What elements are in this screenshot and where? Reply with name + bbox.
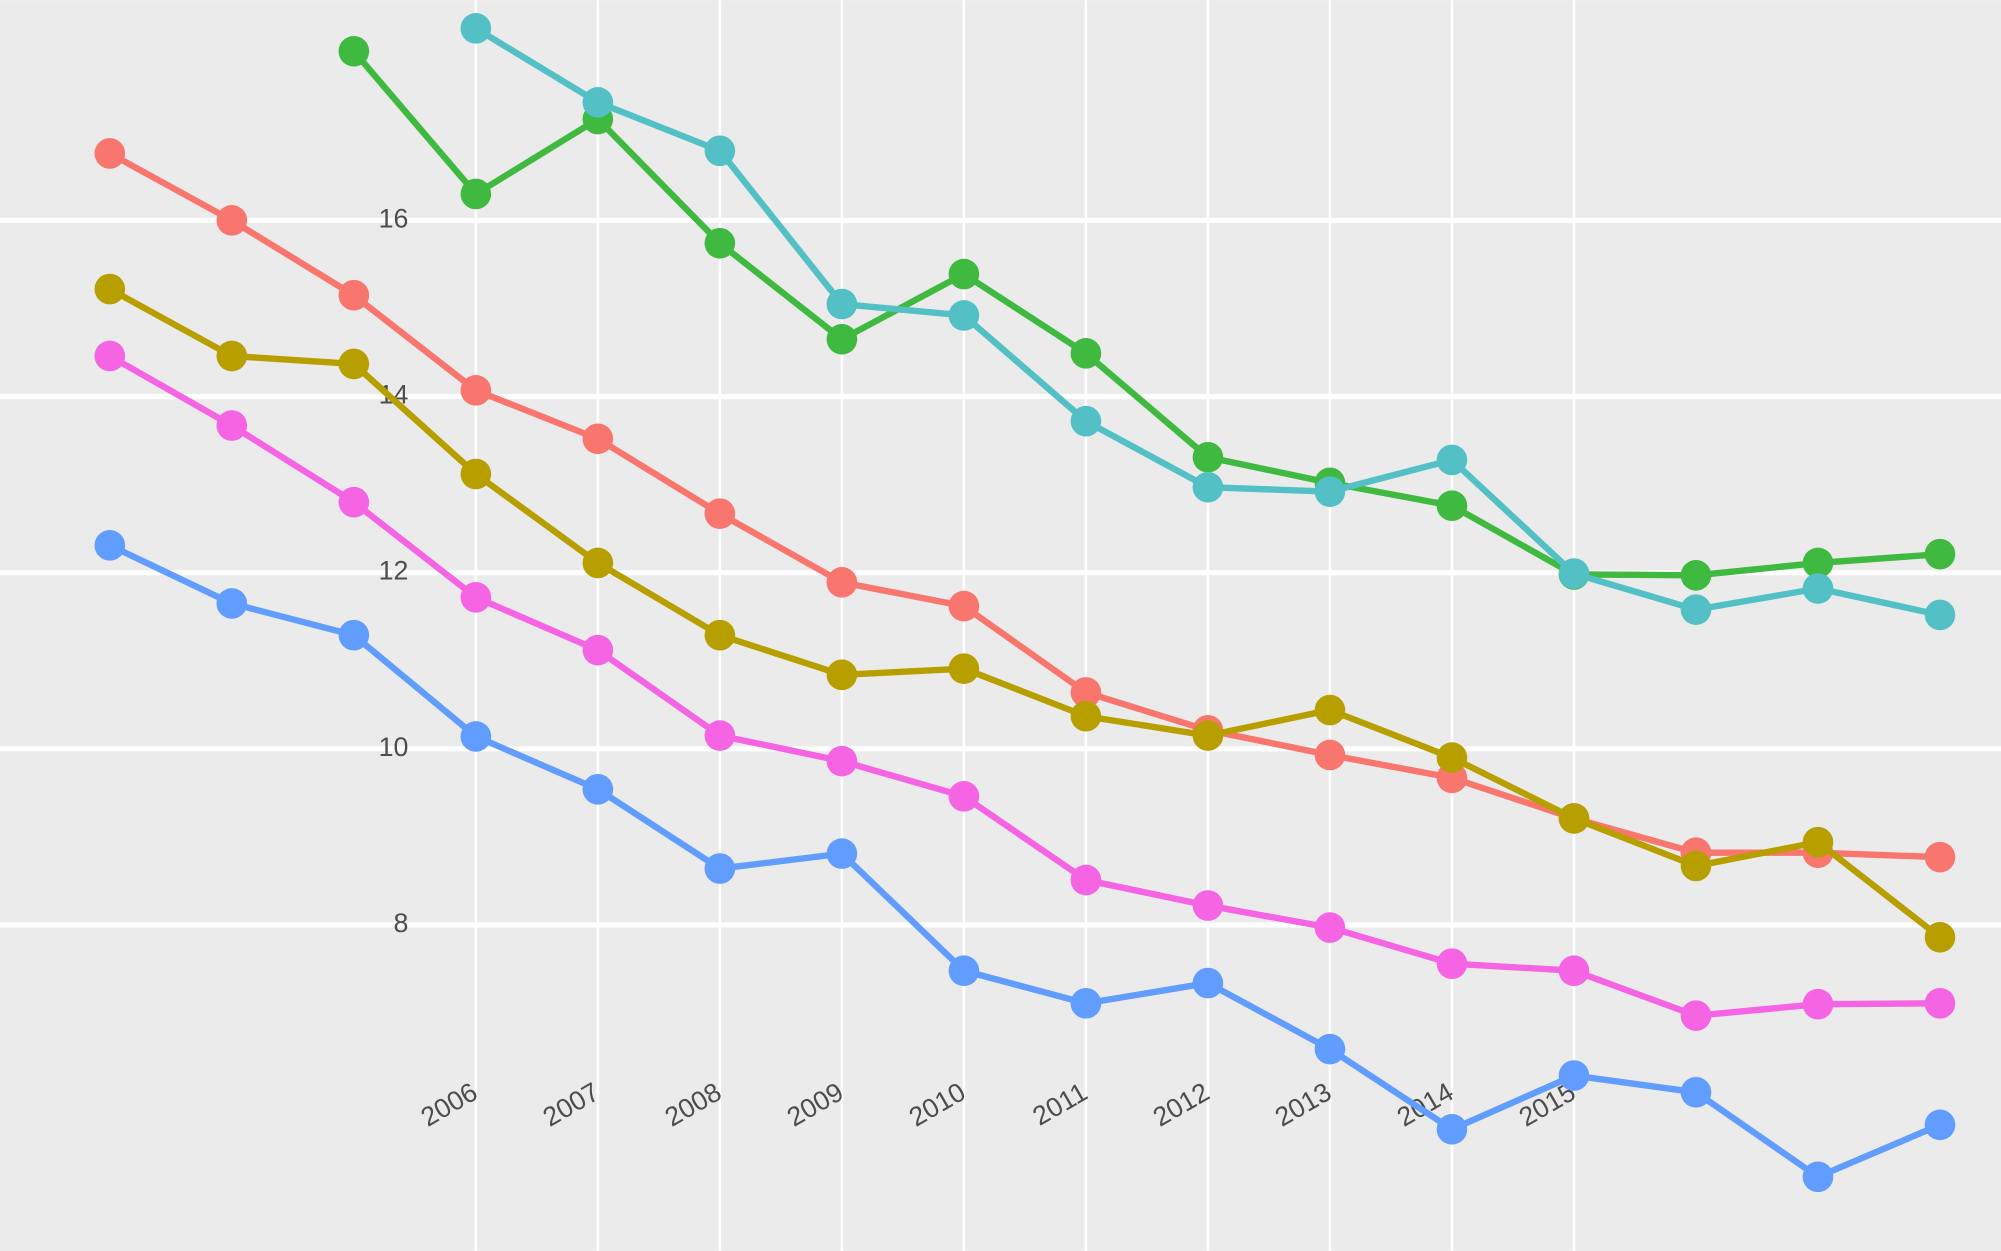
point <box>460 721 492 752</box>
point <box>948 300 980 331</box>
series-line <box>351 49 1941 579</box>
point <box>94 273 126 305</box>
point <box>1924 988 1956 1019</box>
point <box>216 588 248 619</box>
point <box>1192 720 1224 751</box>
point <box>1680 559 1712 591</box>
point <box>1070 405 1102 437</box>
point <box>94 530 126 561</box>
point <box>216 410 248 441</box>
point <box>1558 955 1590 987</box>
point <box>1924 599 1956 631</box>
point <box>1802 1161 1834 1193</box>
point <box>338 486 370 518</box>
point <box>216 340 248 372</box>
series-line <box>108 150 1941 861</box>
point <box>948 590 980 622</box>
point <box>704 720 736 751</box>
point <box>1314 1033 1346 1065</box>
point <box>216 205 248 236</box>
point <box>1192 471 1224 503</box>
y-tick-label: 12 <box>379 556 409 586</box>
point <box>94 138 126 169</box>
point <box>826 567 858 598</box>
y-tick-label: 16 <box>379 203 409 233</box>
point <box>460 13 492 44</box>
point <box>1924 921 1956 953</box>
point <box>1558 803 1590 834</box>
point <box>338 619 370 651</box>
point <box>582 87 614 118</box>
point <box>1314 912 1346 943</box>
point <box>1436 490 1468 522</box>
point <box>1192 441 1224 473</box>
y-tick-label: 8 <box>393 908 408 938</box>
point <box>1680 594 1712 625</box>
point <box>582 774 614 805</box>
point <box>948 781 980 812</box>
point <box>338 279 370 311</box>
point <box>1924 1109 1956 1141</box>
point <box>1680 850 1712 882</box>
point <box>582 547 614 579</box>
point <box>826 659 858 691</box>
point <box>1558 1060 1590 1091</box>
point <box>338 35 370 67</box>
point <box>460 375 492 406</box>
series-line <box>108 353 1941 1019</box>
point <box>1070 677 1102 708</box>
point <box>1314 476 1346 507</box>
series-line <box>108 542 1942 1181</box>
point <box>704 853 736 884</box>
point <box>826 323 858 355</box>
point <box>704 498 736 529</box>
point <box>1924 538 1956 570</box>
point <box>704 135 736 167</box>
point <box>1070 864 1102 896</box>
point <box>338 348 370 380</box>
point <box>582 634 614 666</box>
point <box>1802 826 1834 858</box>
point <box>1070 988 1102 1019</box>
point <box>704 619 736 651</box>
point <box>948 955 980 987</box>
point <box>94 340 126 372</box>
point <box>460 458 492 490</box>
point <box>1558 558 1590 589</box>
point <box>948 653 980 684</box>
point <box>1192 890 1224 921</box>
point <box>1436 742 1468 773</box>
point <box>1436 1113 1468 1145</box>
point <box>1680 1076 1712 1108</box>
point <box>826 838 858 869</box>
point <box>1314 739 1346 771</box>
point <box>1314 694 1346 726</box>
point <box>826 288 858 320</box>
series-line <box>108 286 1942 940</box>
point <box>582 423 614 455</box>
point <box>1680 1000 1712 1031</box>
point <box>1436 444 1468 476</box>
point <box>704 227 736 259</box>
point <box>460 178 492 210</box>
point <box>1802 547 1834 579</box>
point <box>948 258 980 290</box>
point <box>826 745 858 777</box>
y-tick-label: 10 <box>379 732 409 762</box>
point <box>1802 573 1834 604</box>
point <box>1070 700 1102 732</box>
point <box>1070 338 1102 369</box>
point <box>1924 841 1956 873</box>
point <box>1436 948 1468 980</box>
point <box>1192 967 1224 999</box>
point <box>1802 988 1834 1020</box>
point <box>460 582 492 613</box>
